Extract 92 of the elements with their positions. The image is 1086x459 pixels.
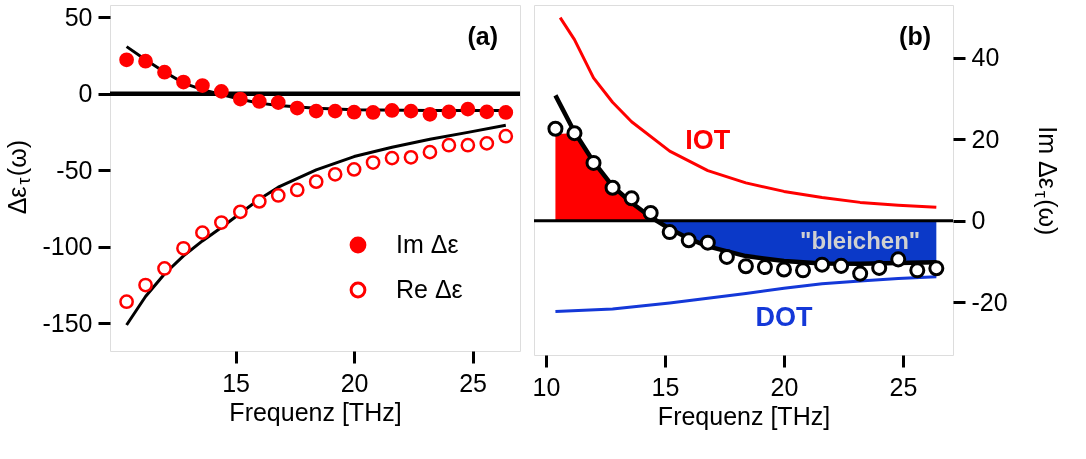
point <box>176 74 191 90</box>
point <box>422 106 438 122</box>
point <box>176 240 191 256</box>
point <box>814 256 831 273</box>
point <box>327 103 343 119</box>
point <box>195 225 210 241</box>
point <box>403 103 419 119</box>
point <box>498 105 514 120</box>
point <box>403 149 419 165</box>
point <box>138 277 153 293</box>
series-label: "bleichen" <box>800 226 921 254</box>
point <box>566 125 583 142</box>
point <box>308 174 324 190</box>
point <box>289 182 305 198</box>
legend-label: Re Δε <box>396 275 463 303</box>
y-tick-label: 50 <box>64 2 93 31</box>
line-series <box>125 123 508 327</box>
point <box>384 150 400 166</box>
point <box>909 262 926 279</box>
point <box>251 194 267 209</box>
point <box>214 215 229 230</box>
x-tick-label: 10 <box>532 372 561 401</box>
point <box>232 204 248 220</box>
y2-axis-title: Im Δετ(ω) <box>1031 126 1062 236</box>
x-axis-title: Frequenz [THz] <box>657 401 831 430</box>
x-tick-label: 20 <box>340 368 369 397</box>
y2-tick-label: 40 <box>971 43 1000 72</box>
point <box>661 224 678 241</box>
point <box>756 259 773 276</box>
annotation: (b) <box>899 22 931 50</box>
point <box>680 232 697 249</box>
point <box>623 190 640 207</box>
point <box>157 64 172 80</box>
point <box>384 103 400 118</box>
point <box>699 234 716 251</box>
point <box>737 258 754 275</box>
point <box>270 188 286 203</box>
point <box>498 128 514 144</box>
y-axis-title: Δετ(ω) <box>3 140 34 215</box>
y2-tick-label: 20 <box>971 124 1000 153</box>
point <box>346 162 362 177</box>
point <box>365 155 381 170</box>
point <box>833 257 850 274</box>
point <box>327 166 343 182</box>
x-tick-label: 20 <box>770 372 799 401</box>
point <box>928 260 945 277</box>
point <box>547 120 564 137</box>
point <box>460 137 476 153</box>
point <box>871 259 888 276</box>
point <box>422 144 438 160</box>
x-axis-title: Frequenz [THz] <box>229 397 402 426</box>
point <box>157 261 172 276</box>
y-tick-label: -100 <box>42 232 93 261</box>
point <box>852 265 869 282</box>
point <box>441 104 457 120</box>
point <box>585 154 602 171</box>
point <box>890 251 907 268</box>
point <box>479 136 495 151</box>
point <box>642 204 659 221</box>
y2-tick-label: 0 <box>971 206 986 235</box>
point <box>119 294 134 310</box>
y2-tick-label: -20 <box>971 287 1008 316</box>
y-tick-label: 0 <box>78 79 93 108</box>
x-tick-label: 15 <box>651 372 680 401</box>
legend-label: Im Δε <box>396 230 459 258</box>
series-label: IOT <box>685 124 731 155</box>
point <box>441 137 457 153</box>
point <box>138 53 153 69</box>
x-tick-label: 25 <box>459 368 488 397</box>
point <box>460 101 476 117</box>
annotation: (a) <box>467 22 498 50</box>
point <box>479 104 495 120</box>
y-tick-label: -150 <box>42 308 93 337</box>
point <box>195 78 210 93</box>
point <box>775 261 792 278</box>
point <box>308 103 324 119</box>
point <box>119 52 134 68</box>
x-tick-label: 15 <box>222 368 251 397</box>
line-series <box>558 16 938 209</box>
point <box>365 105 381 120</box>
series-label: DOT <box>755 302 813 333</box>
y-tick-label: -50 <box>56 155 93 184</box>
x-tick-label: 25 <box>889 372 918 401</box>
point <box>289 100 305 116</box>
point <box>270 95 286 110</box>
point <box>795 262 812 279</box>
point <box>346 104 362 120</box>
point <box>718 248 735 265</box>
point <box>251 94 267 109</box>
point <box>232 91 248 107</box>
point <box>604 179 621 196</box>
point <box>214 83 229 99</box>
